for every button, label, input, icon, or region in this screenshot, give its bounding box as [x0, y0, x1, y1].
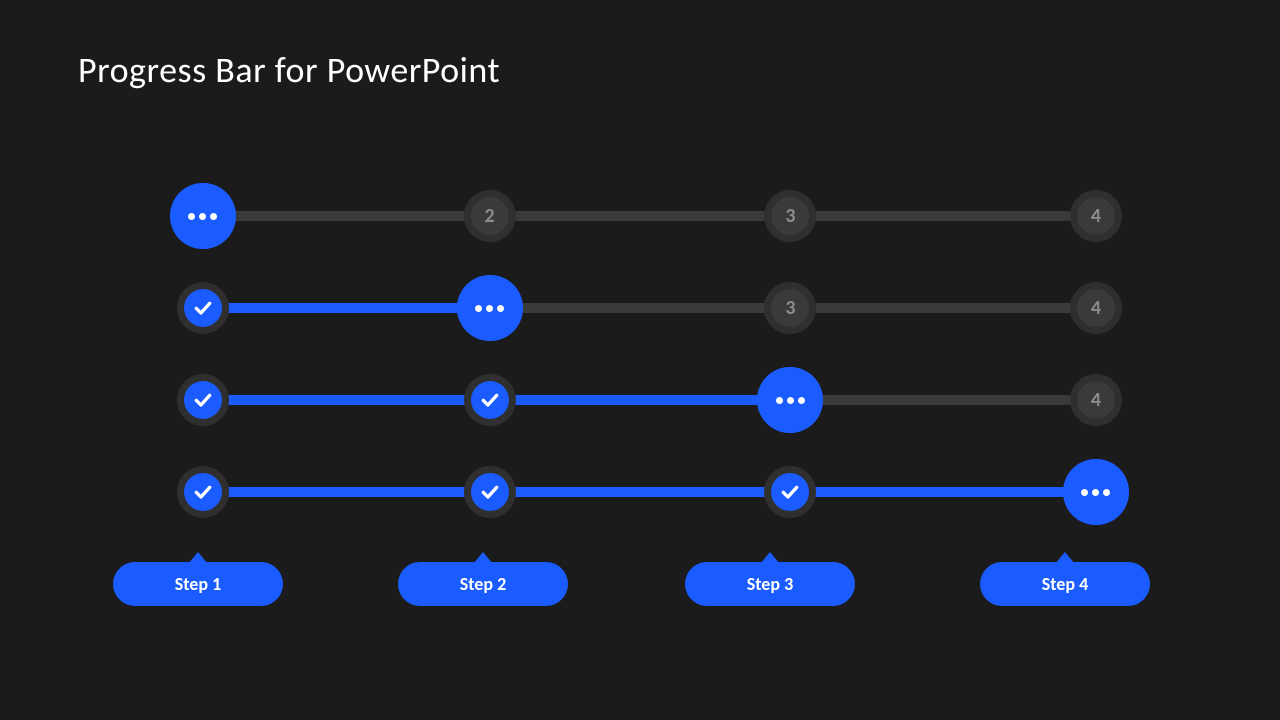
track-segment: [203, 487, 490, 497]
progress-rows-container: 234344: [170, 170, 1110, 538]
check-icon: [471, 473, 509, 511]
step-number: 2: [471, 197, 509, 235]
track-segment: [203, 395, 490, 405]
step-node: [464, 374, 516, 426]
step-number: 3: [771, 289, 809, 327]
step-node: [1063, 459, 1129, 525]
step-node: 4: [1070, 374, 1122, 426]
track-segment: [490, 487, 791, 497]
step-label: Step 1: [113, 562, 283, 606]
progress-row: 234: [170, 170, 1110, 262]
check-icon: [771, 473, 809, 511]
caret-up-icon: [188, 552, 208, 564]
step-number: 4: [1077, 289, 1115, 327]
caret-up-icon: [760, 552, 780, 564]
track-segment: [490, 303, 791, 313]
step-node: 4: [1070, 190, 1122, 242]
progress-row: 4: [170, 354, 1110, 446]
step-label: Step 4: [980, 562, 1150, 606]
step-node: 4: [1070, 282, 1122, 334]
step-number: 4: [1077, 197, 1115, 235]
ellipsis-icon: [757, 367, 823, 433]
track-segment: [790, 487, 1096, 497]
step-node: 3: [764, 282, 816, 334]
slide-root: Progress Bar for PowerPoint 234344 Step …: [0, 0, 1280, 720]
check-icon: [184, 289, 222, 327]
step-label: Step 3: [685, 562, 855, 606]
progress-row: [170, 446, 1110, 538]
caret-up-icon: [473, 552, 493, 564]
step-label-pill: Step 4: [980, 562, 1150, 606]
step-node: [170, 183, 236, 249]
slide-title: Progress Bar for PowerPoint: [78, 48, 500, 92]
step-label-text: Step 4: [1042, 573, 1088, 595]
check-icon: [184, 473, 222, 511]
step-label-text: Step 2: [460, 573, 506, 595]
step-node: [464, 466, 516, 518]
check-icon: [471, 381, 509, 419]
step-node: [177, 466, 229, 518]
track-segment: [790, 303, 1096, 313]
track-segment: [203, 211, 490, 221]
step-node: [177, 374, 229, 426]
progress-row: 34: [170, 262, 1110, 354]
ellipsis-icon: [170, 183, 236, 249]
track-segment: [790, 211, 1096, 221]
step-label-pill: Step 2: [398, 562, 568, 606]
track-segment: [490, 211, 791, 221]
step-node: [764, 466, 816, 518]
step-node: 2: [464, 190, 516, 242]
step-label-text: Step 3: [747, 573, 793, 595]
step-labels-container: Step 1 Step 2 Step 3 Step 4: [0, 562, 1280, 622]
step-label-text: Step 1: [175, 573, 221, 595]
caret-up-icon: [1055, 552, 1075, 564]
step-label-pill: Step 1: [113, 562, 283, 606]
track-segment: [203, 303, 490, 313]
step-node: [757, 367, 823, 433]
step-number: 4: [1077, 381, 1115, 419]
ellipsis-icon: [457, 275, 523, 341]
step-label: Step 2: [398, 562, 568, 606]
step-node: [457, 275, 523, 341]
track-segment: [790, 395, 1096, 405]
ellipsis-icon: [1063, 459, 1129, 525]
step-label-pill: Step 3: [685, 562, 855, 606]
step-number: 3: [771, 197, 809, 235]
step-node: 3: [764, 190, 816, 242]
step-node: [177, 282, 229, 334]
check-icon: [184, 381, 222, 419]
track-segment: [490, 395, 791, 405]
